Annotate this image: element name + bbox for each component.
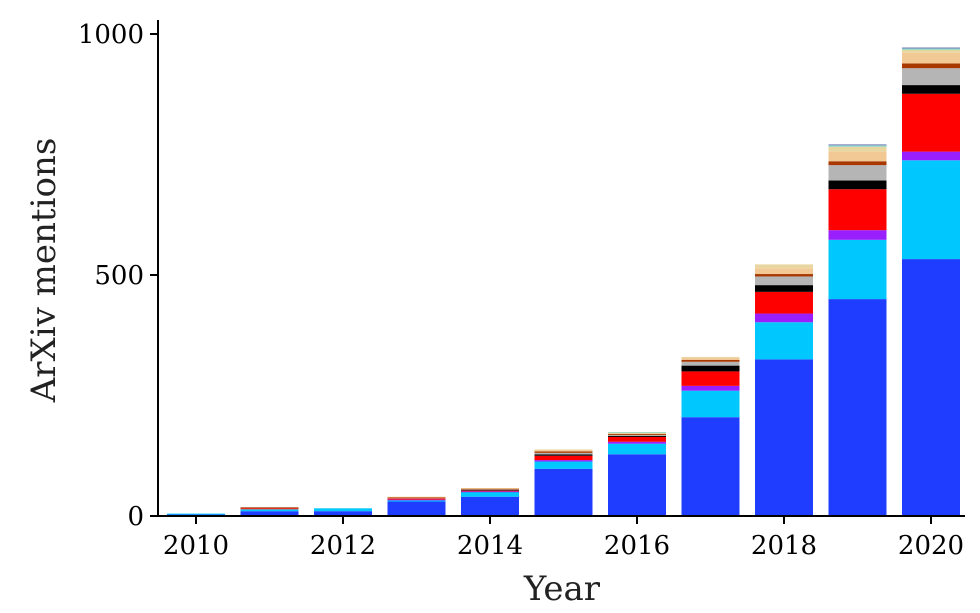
- bar-2014-segment-2: [461, 491, 519, 497]
- bar-2016-segment-5: [608, 435, 666, 437]
- bar-2014-segment-4: [461, 490, 519, 492]
- bar-2015-segment-3: [534, 460, 593, 462]
- bar-2015-segment-4: [534, 455, 593, 461]
- bars-group: [167, 47, 960, 516]
- bar-2016-segment-9: [608, 432, 666, 434]
- bar-2020-segment-9: [902, 49, 960, 53]
- bar-2019-segment-9: [828, 146, 887, 152]
- bar-2015-segment-2: [534, 461, 593, 469]
- bar-2017-segment-5: [681, 365, 740, 372]
- bar-2015-segment-5: [534, 454, 593, 456]
- bar-2013-segment-1: [387, 501, 446, 516]
- bar-2015-segment-6: [534, 452, 593, 455]
- bar-2020-segment-7: [902, 63, 960, 69]
- bar-2011-segment-1: [240, 511, 299, 516]
- x-tick-label-2020: 2020: [898, 531, 964, 561]
- bar-2016-segment-10: [608, 432, 666, 433]
- bar-2016-segment-1: [608, 454, 666, 516]
- bar-2017-segment-2: [681, 390, 740, 418]
- bar-2018-segment-2: [755, 322, 813, 360]
- y-tick-label-0: 0: [127, 502, 144, 532]
- bar-2019-segment-8: [828, 151, 887, 162]
- bar-2014-segment-1: [461, 496, 519, 516]
- bar-2020-segment-5: [902, 85, 960, 94]
- x-tick-label-2014: 2014: [457, 531, 523, 561]
- x-tick-label-2018: 2018: [751, 531, 817, 561]
- bar-2011-segment-2: [240, 509, 299, 512]
- bar-2017-segment-9: [681, 356, 740, 358]
- bar-2016-segment-7: [608, 434, 666, 436]
- bar-2013-segment-2: [387, 500, 446, 502]
- y-tick-label-1000: 1000: [78, 20, 144, 50]
- y-tick-label-500: 500: [94, 261, 144, 291]
- bar-2014-segment-3: [461, 491, 519, 493]
- bar-2013-segment-6: [387, 497, 446, 499]
- bar-2019-segment-6: [828, 165, 887, 181]
- bar-2020-segment-4: [902, 93, 960, 152]
- y-axis-title: ArXiv mentions: [24, 138, 64, 404]
- bar-2019-segment-7: [828, 161, 887, 166]
- bar-2019-segment-1: [828, 299, 887, 516]
- bar-2018-segment-4: [755, 291, 813, 314]
- x-tick-label-2012: 2012: [310, 531, 376, 561]
- bar-2020-segment-6: [902, 68, 960, 86]
- bar-2019-segment-11: [828, 144, 887, 146]
- bar-2012-segment-1: [314, 511, 372, 516]
- bar-2017-segment-1: [681, 417, 740, 516]
- bar-2016-segment-6: [608, 435, 666, 436]
- bar-2018-segment-6: [755, 276, 813, 286]
- bar-2010-segment-2: [167, 513, 225, 515]
- bar-2019-segment-4: [828, 189, 887, 231]
- bar-2013-segment-3: [387, 499, 446, 501]
- bar-2015-segment-7: [534, 451, 593, 453]
- bar-2014-segment-7: [461, 488, 519, 490]
- bar-2016-segment-3: [608, 441, 666, 444]
- bar-2013-segment-4: [387, 498, 446, 500]
- bar-2017-segment-6: [681, 361, 740, 366]
- bar-2018-segment-5: [755, 285, 813, 292]
- bar-2016-segment-8: [608, 433, 666, 435]
- x-tick-label-2010: 2010: [163, 531, 229, 561]
- bar-2014-segment-8: [461, 488, 519, 489]
- bar-2017-segment-7: [681, 359, 740, 362]
- bar-2020-segment-8: [902, 52, 960, 64]
- bar-2015-segment-8: [534, 449, 593, 452]
- ticks-group: 0 500 1000 2010 2012 2014 2016 2018 2020: [78, 20, 964, 561]
- x-tick-label-2016: 2016: [604, 531, 670, 561]
- bar-2018-segment-3: [755, 313, 813, 323]
- bar-2020-segment-10: [902, 48, 960, 50]
- bar-2020-segment-3: [902, 151, 960, 161]
- bar-2016-segment-2: [608, 443, 666, 455]
- bar-2019-segment-2: [828, 239, 887, 300]
- bar-2017-segment-3: [681, 385, 740, 391]
- bar-2020-segment-2: [902, 160, 960, 260]
- bar-2013-segment-8: [387, 496, 446, 498]
- bar-2019-segment-10: [828, 145, 887, 147]
- bar-2016-segment-4: [608, 436, 666, 442]
- bar-2020-segment-11: [902, 47, 960, 49]
- bar-2015-segment-1: [534, 468, 593, 516]
- bar-2019-segment-5: [828, 180, 887, 190]
- bar-2017-segment-4: [681, 371, 740, 386]
- bar-2014-segment-5: [461, 489, 519, 491]
- bar-2012-segment-2: [314, 508, 372, 512]
- x-axis-title: Year: [523, 569, 601, 609]
- bar-2018-segment-8: [755, 268, 813, 275]
- bar-2017-segment-8: [681, 357, 740, 360]
- bar-2013-segment-7: [387, 497, 446, 498]
- bar-2018-segment-7: [755, 274, 813, 277]
- bar-2014-segment-6: [461, 489, 519, 491]
- bar-2011-segment-7: [240, 507, 299, 509]
- bar-2019-segment-3: [828, 230, 887, 240]
- bar-2011-segment-4: [240, 508, 299, 510]
- bar-2015-segment-9: [534, 449, 593, 451]
- bar-2018-segment-1: [755, 359, 813, 516]
- axes-group: [157, 20, 965, 517]
- bar-2020-segment-1: [902, 259, 960, 516]
- bar-2018-segment-9: [755, 264, 813, 269]
